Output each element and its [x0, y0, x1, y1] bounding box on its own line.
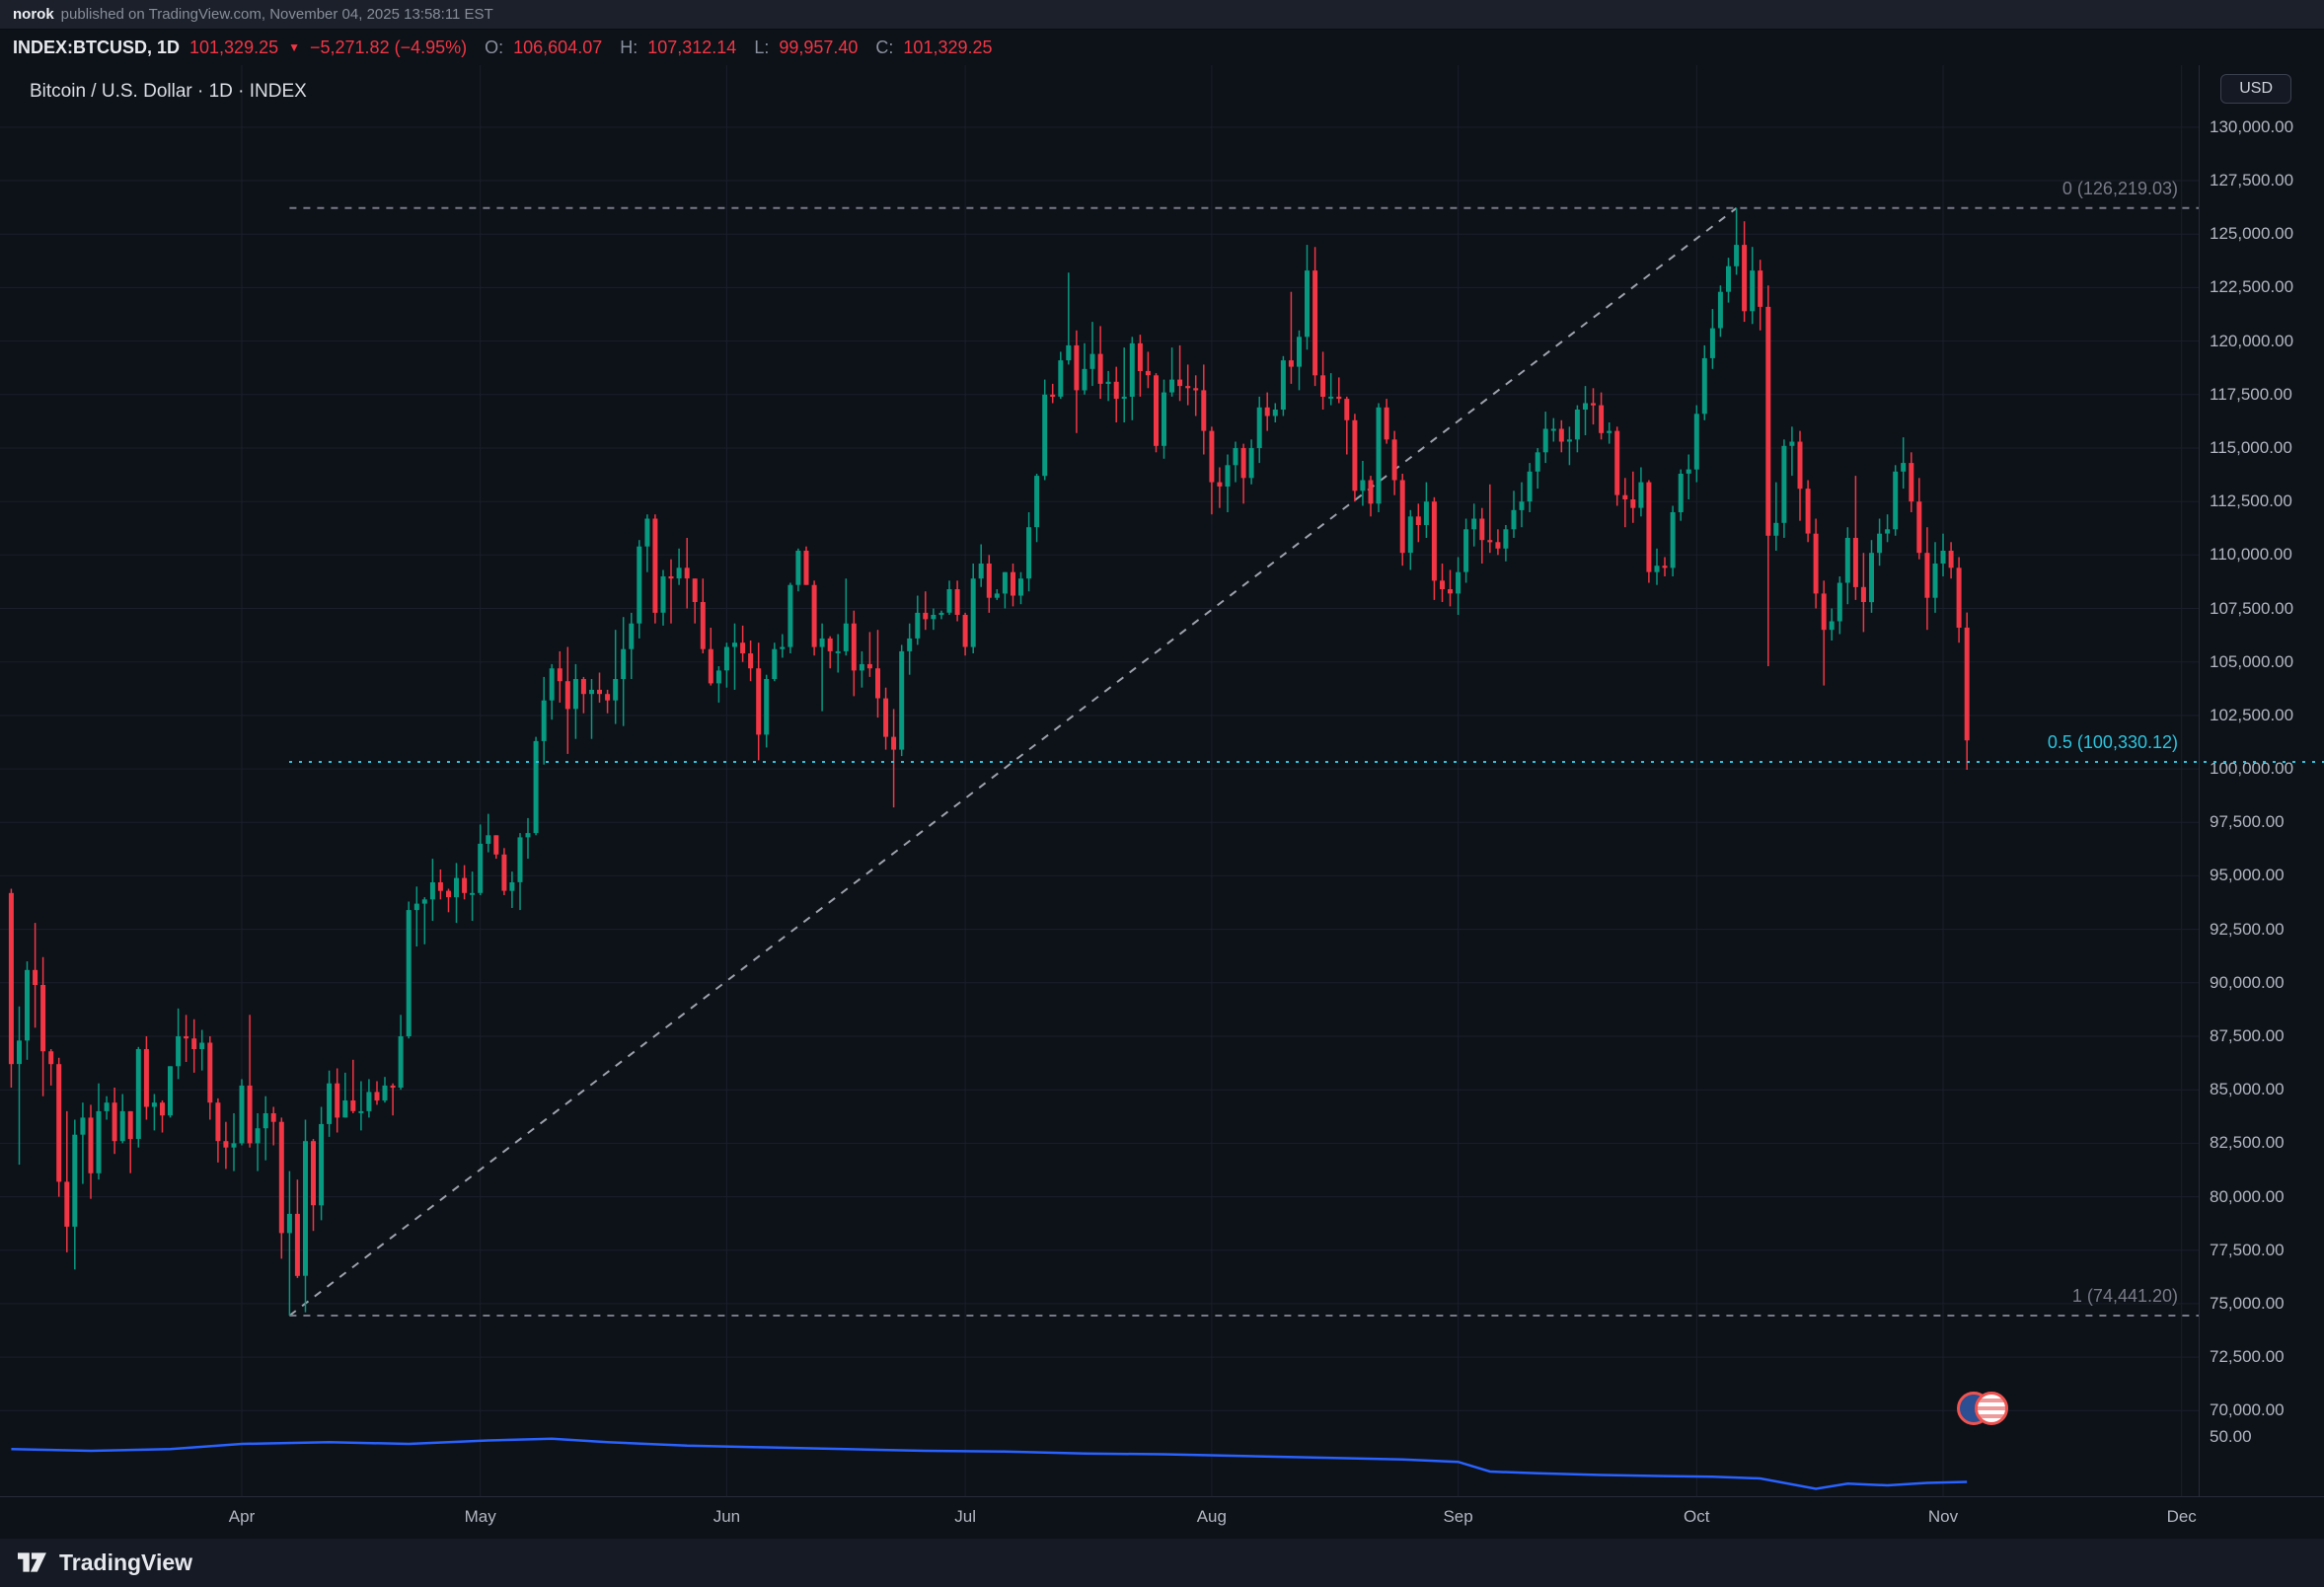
price-axis-label: 110,000.00	[2210, 545, 2292, 565]
time-axis-label: Jul	[954, 1507, 976, 1526]
fib-level-label: 0 (126,219.03)	[2062, 178, 2178, 198]
currency-usd-button[interactable]: USD	[2220, 74, 2291, 104]
open-label: O:	[485, 37, 504, 57]
open-value: 106,604.07	[513, 37, 603, 57]
author-name: norok	[13, 6, 54, 23]
high-value: 107,312.14	[647, 37, 737, 57]
price-axis-label: 77,500.00	[2210, 1240, 2285, 1259]
time-axis-label: Sep	[1443, 1507, 1473, 1526]
price-axis-label: 120,000.00	[2210, 331, 2294, 350]
low-value: 99,957.40	[779, 37, 859, 57]
indicator-scale-label: 50.00	[2210, 1427, 2252, 1446]
price-axis-label: 115,000.00	[2210, 437, 2292, 457]
price-change: −5,271.82 (−4.95%)	[310, 37, 468, 57]
time-axis-label: May	[464, 1507, 496, 1526]
time-axis-label: Apr	[228, 1507, 256, 1526]
price-axis-label: 87,500.00	[2210, 1026, 2285, 1045]
time-axis-label: Dec	[2166, 1507, 2197, 1526]
close-label: C:	[875, 37, 894, 57]
time-axis-label: Oct	[1684, 1507, 1710, 1526]
price-axis-label: 97,500.00	[2210, 812, 2285, 832]
symbol-name: INDEX:BTCUSD, 1D	[13, 37, 181, 57]
price-axis-label: 130,000.00	[2210, 116, 2294, 136]
fib-level-label: 0.5 (100,330.12)	[2047, 731, 2178, 752]
price-axis-label: 102,500.00	[2210, 705, 2294, 724]
price-axis-label: 82,500.00	[2210, 1133, 2285, 1153]
time-axis-label: Aug	[1196, 1507, 1227, 1526]
price-axis-label: 95,000.00	[2210, 866, 2285, 885]
price-axis-label: 117,500.00	[2210, 384, 2292, 404]
footer-bar: TradingView	[0, 1538, 2324, 1587]
chart-legend[interactable]: Bitcoin / U.S. Dollar · 1D · INDEX	[30, 81, 307, 102]
price-axis-label: 122,500.00	[2210, 277, 2294, 297]
price-axis-label: 70,000.00	[2210, 1400, 2285, 1420]
fib-level-label: 1 (74,441.20)	[2071, 1286, 2178, 1307]
price-axis-label: 107,500.00	[2210, 598, 2294, 618]
symbol-info-bar: INDEX:BTCUSD, 1D 101,329.25 ▼ −5,271.82 …	[0, 30, 2324, 65]
economic-event-flags-icon[interactable]	[1957, 1390, 2010, 1427]
price-axis-label: 72,500.00	[2210, 1347, 2285, 1367]
price-down-icon: ▼	[288, 40, 300, 54]
price-axis-label: 127,500.00	[2210, 171, 2294, 190]
time-axis-label: Nov	[1927, 1507, 1959, 1526]
high-label: H:	[620, 37, 638, 57]
price-axis[interactable]: 130,000.00 127,500.00 125,000.00 122,500.00…	[2199, 65, 2324, 1496]
chart-area[interactable]: Bitcoin / U.S. Dollar · 1D · INDEX USD 1…	[0, 65, 2324, 1539]
price-axis-label: 112,500.00	[2210, 491, 2292, 511]
brand-name[interactable]: TradingView	[59, 1549, 193, 1575]
time-axis[interactable]: Apr May Jun Jul Aug Sep Oct Nov Dec	[0, 1496, 2324, 1539]
price-axis-label: 92,500.00	[2210, 919, 2285, 939]
price-axis-label: 85,000.00	[2210, 1080, 2285, 1099]
last-price: 101,329.25	[189, 37, 279, 57]
low-label: L:	[754, 37, 770, 57]
publish-text: published on TradingView.com, November 0…	[60, 6, 493, 23]
price-axis-label: 105,000.00	[2210, 651, 2294, 671]
price-axis-label: 90,000.00	[2210, 972, 2285, 992]
time-axis-label: Jun	[712, 1507, 741, 1526]
event-flag-circle-right	[1975, 1392, 2008, 1425]
candlestick-plot[interactable]	[0, 65, 2199, 1496]
price-axis-label: 125,000.00	[2210, 224, 2294, 244]
price-axis-label: 100,000.00	[2210, 759, 2294, 779]
price-axis-label: 80,000.00	[2210, 1186, 2285, 1206]
close-value: 101,329.25	[903, 37, 993, 57]
price-axis-label: 75,000.00	[2210, 1293, 2285, 1313]
tradingview-logo-icon[interactable]	[18, 1551, 47, 1573]
publish-bar: norok published on TradingView.com, Nove…	[0, 0, 2324, 30]
fib-level-line[interactable]	[289, 760, 2324, 763]
